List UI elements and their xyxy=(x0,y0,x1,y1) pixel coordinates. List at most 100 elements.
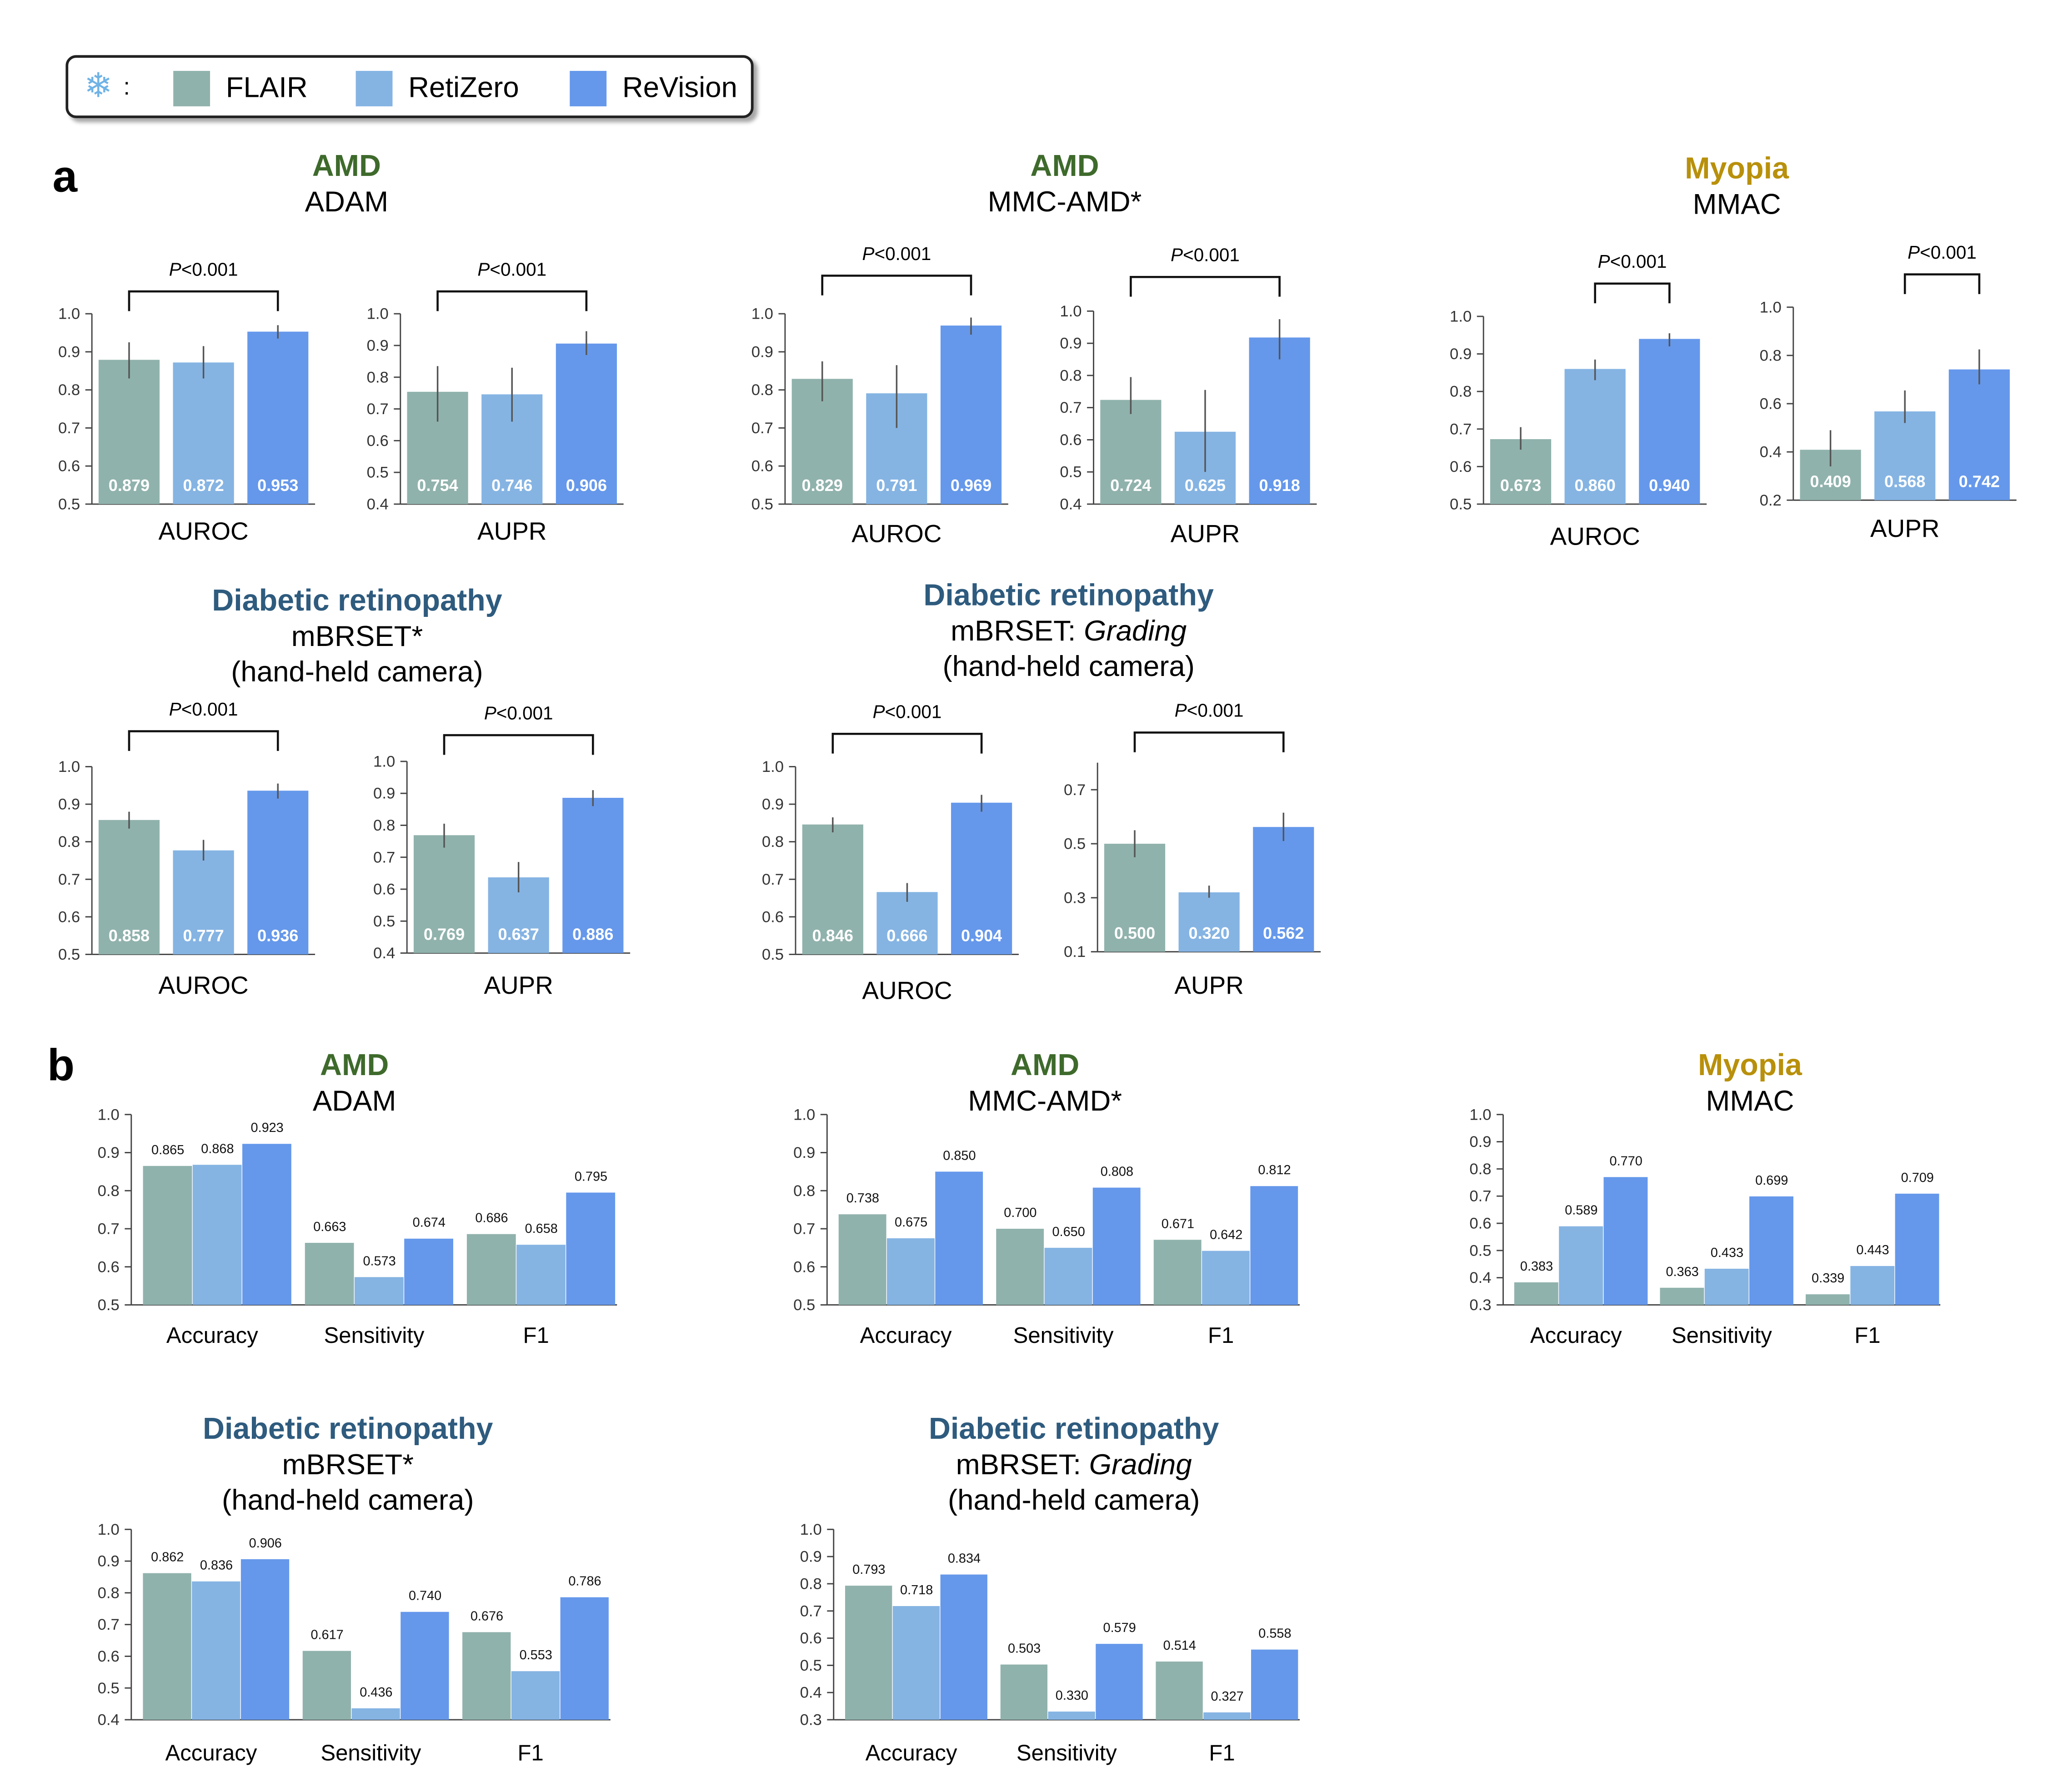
b_adam-value-label-2-0: 0.686 xyxy=(475,1211,508,1226)
a_mmcamd_aupr-ytick-label-3: 0.7 xyxy=(1060,399,1082,416)
b_mmcamd-bar-1-1 xyxy=(1044,1247,1092,1305)
legend-item-flair: FLAIR xyxy=(173,70,308,106)
b_mmac-bar-1-1 xyxy=(1704,1268,1749,1305)
a_mmcamd_auroc-value-label-1: 0.791 xyxy=(876,476,917,495)
b_mmac-ytick-label-6: 0.9 xyxy=(1469,1133,1491,1151)
title-a-adam-category: AMD xyxy=(312,148,381,183)
b_mmcamd-value-label-0-2: 0.850 xyxy=(943,1148,976,1163)
a_mmcamd_aupr-p-value: P<0.001 xyxy=(1171,245,1240,265)
title-b-mmcamd-category: AMD xyxy=(1011,1047,1080,1082)
a_mbrset_auroc-ytick-label-0: 0.5 xyxy=(58,946,80,963)
b_mmac-category-label-2: F1 xyxy=(1854,1323,1880,1348)
a_mmac_auroc-ytick-label-2: 0.7 xyxy=(1450,420,1472,438)
a_mmcamd_auroc-significance-bracket xyxy=(821,275,972,295)
a_mmac_aupr-ytick-label-1: 0.4 xyxy=(1760,444,1782,461)
b_mmcamd-bar-0-0 xyxy=(838,1214,886,1305)
title-a-mbrset: Diabetic retinopathy mBRSET* (hand-held … xyxy=(212,581,502,689)
a_mbrset_aupr-p-threshold: <0.001 xyxy=(496,703,553,724)
b_mmac-ytick-label-5: 0.8 xyxy=(1469,1161,1491,1178)
a_adam_aupr-ytick-label-5: 0.9 xyxy=(367,337,389,355)
b_grading-value-label-0-0: 0.793 xyxy=(852,1562,885,1577)
legend-swatch-flair xyxy=(173,70,210,106)
a_mbrset_aupr-ytick-label-4: 0.8 xyxy=(373,817,395,834)
a_adam_auroc-ytick-label-5: 1.0 xyxy=(58,305,80,323)
a_mbrset_auroc-ytick-label-5: 1.0 xyxy=(58,758,80,776)
a_mmac_aupr-p-symbol: P xyxy=(1908,242,1920,263)
a_mmcamd_auroc-x-label: AUROC xyxy=(851,520,941,548)
a_mmcamd_auroc-p-threshold: <0.001 xyxy=(874,243,931,264)
title-b-grading: Diabetic retinopathy mBRSET: Grading (ha… xyxy=(929,1410,1219,1517)
a_mbrset_aupr-ytick-label-3: 0.7 xyxy=(373,849,395,866)
a_mmac_aupr-ytick-label-2: 0.6 xyxy=(1760,395,1782,413)
b_grading-value-label-1-1: 0.330 xyxy=(1056,1688,1088,1703)
a_mmcamd_auroc-ytick-label-3: 0.8 xyxy=(751,381,773,399)
b_mbrset-ytick-label-6: 1.0 xyxy=(98,1521,120,1538)
title-b-mbrset: Diabetic retinopathy mBRSET* (hand-held … xyxy=(203,1410,493,1517)
a_mmcamd_auroc-p-symbol: P xyxy=(862,243,875,264)
a_adam_auroc-ytick-label-4: 0.9 xyxy=(58,343,80,360)
title-a-mbrset-dataset: mBRSET* xyxy=(291,620,423,653)
b_mmac-category-label-1: Sensitivity xyxy=(1672,1323,1772,1348)
b_grading-value-label-2-0: 0.514 xyxy=(1163,1638,1196,1653)
b_grading-ytick-label-4: 0.7 xyxy=(800,1602,822,1620)
a_mbrset_aupr-value-label-0: 0.769 xyxy=(424,925,465,944)
legend-item-retizero: RetiZero xyxy=(356,70,519,106)
a_grading_auroc-bar-1 xyxy=(876,892,938,955)
a_adam_aupr-p-symbol: P xyxy=(477,259,490,280)
b_mmcamd-value-label-1-0: 0.700 xyxy=(1004,1206,1037,1220)
title-b-grading-category: Diabetic retinopathy xyxy=(928,1411,1219,1446)
legend-label-retizero: RetiZero xyxy=(408,70,519,104)
b_adam-bar-2-1 xyxy=(516,1245,566,1305)
b_mmac-bar-1-2 xyxy=(1749,1196,1793,1305)
title-a-mmcamd-category: AMD xyxy=(1030,148,1099,183)
b_grading-ytick-label-3: 0.6 xyxy=(800,1630,822,1647)
title-b-mbrset-category: Diabetic retinopathy xyxy=(203,1411,493,1446)
a_mbrset_aupr-p-symbol: P xyxy=(484,703,496,724)
a_adam_auroc-value-label-2: 0.953 xyxy=(257,476,298,495)
b_adam-value-label-1-0: 0.663 xyxy=(313,1220,346,1234)
a_adam_aupr-p-value: P<0.001 xyxy=(477,259,546,280)
a_mmcamd_auroc-bar-2 xyxy=(940,325,1002,504)
title-a-adam-dataset: ADAM xyxy=(305,185,389,218)
a_adam_auroc-p-threshold: <0.001 xyxy=(181,259,238,280)
b_mbrset-bar-2-0 xyxy=(462,1632,511,1720)
b_grading-bar-1-2 xyxy=(1096,1644,1143,1720)
a_mmac_auroc-x-label: AUROC xyxy=(1550,522,1640,550)
a_adam_auroc-ytick-label-2: 0.7 xyxy=(58,420,80,437)
title-a-grading-prefix: mBRSET: xyxy=(951,614,1084,647)
a_mmcamd_auroc-value-label-0: 0.829 xyxy=(802,476,843,495)
a_mmac_aupr-x-label: AUPR xyxy=(1870,514,1939,542)
a_mmcamd_aupr-bar-0 xyxy=(1100,400,1162,504)
a_grading_aupr-ytick-label-0: 0.1 xyxy=(1064,943,1086,961)
a_grading_auroc-ytick-label-5: 1.0 xyxy=(762,758,784,776)
a_grading_auroc-ytick-label-0: 0.5 xyxy=(762,946,784,963)
b_mmac-ytick-label-3: 0.6 xyxy=(1469,1215,1491,1232)
b_mbrset-bar-0-0 xyxy=(143,1573,191,1720)
title-a-mbrset-category: Diabetic retinopathy xyxy=(212,583,502,617)
a_mbrset_auroc-bar-2 xyxy=(247,791,309,955)
legend-label-revision: ReVision xyxy=(622,70,737,104)
a_adam_auroc-bar-1 xyxy=(173,362,234,504)
a_grading_auroc-value-label-0: 0.846 xyxy=(812,926,853,945)
a_grading_auroc-significance-bracket xyxy=(831,732,983,754)
b_mmac-category-label-0: Accuracy xyxy=(1530,1323,1622,1348)
b_mmac-value-label-1-2: 0.699 xyxy=(1755,1173,1788,1188)
a_adam_auroc-ytick-label-3: 0.8 xyxy=(58,381,80,399)
b_mmcamd-bar-2-0 xyxy=(1153,1240,1202,1305)
a_mmac_auroc-value-label-0: 0.673 xyxy=(1500,476,1541,495)
b_adam-ytick-label-3: 0.8 xyxy=(98,1182,120,1200)
a_mbrset_aupr-x-label: AUPR xyxy=(484,971,553,999)
a_mbrset_aupr-value-label-1: 0.637 xyxy=(498,925,539,944)
title-b-mmac-dataset: MMAC xyxy=(1706,1084,1794,1117)
a_mmcamd_aupr-value-label-2: 0.918 xyxy=(1259,476,1300,495)
title-a-grading-category: Diabetic retinopathy xyxy=(923,577,1214,612)
b_mmcamd-value-label-1-1: 0.650 xyxy=(1052,1225,1085,1239)
b_grading-category-label-1: Sensitivity xyxy=(1016,1741,1117,1766)
b_mmcamd-value-label-2-2: 0.812 xyxy=(1258,1163,1291,1177)
title-b-adam-category: AMD xyxy=(320,1047,389,1082)
b_mmac-ytick-label-4: 0.7 xyxy=(1469,1188,1491,1205)
a_grading_aupr-bar-0 xyxy=(1104,844,1166,952)
title-b-mmac: Myopia MMAC xyxy=(1698,1046,1802,1119)
